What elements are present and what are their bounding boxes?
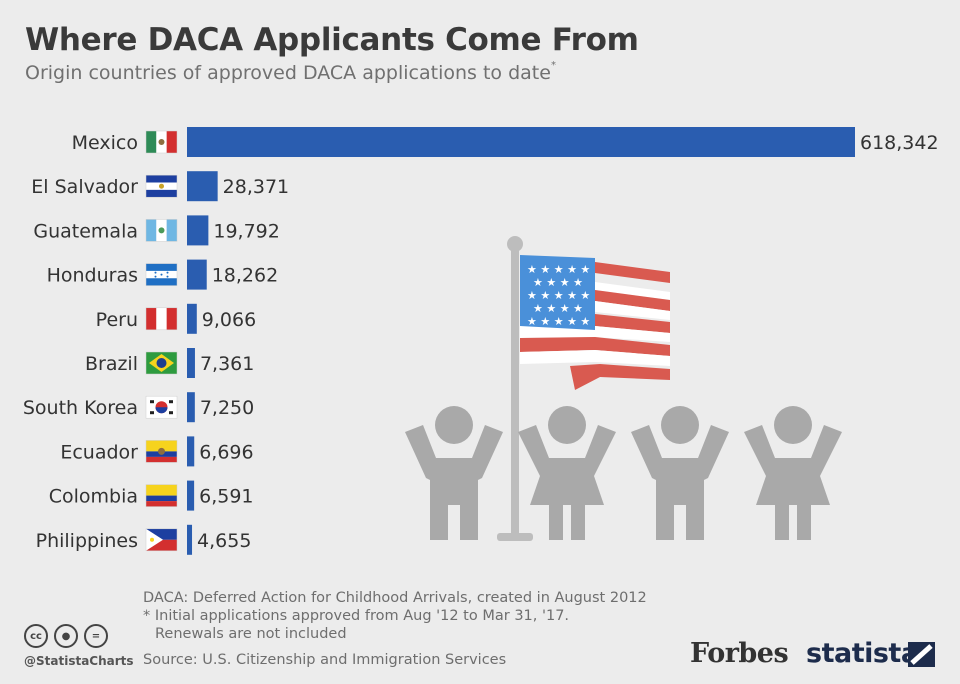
bar[interactable] [187,303,197,334]
bar[interactable] [187,392,195,423]
bar[interactable] [187,171,218,202]
category-label: South Korea [23,397,138,419]
chart-subtitle: Origin countries of approved DACA applic… [25,60,556,84]
philippines-flag-icon [145,528,178,552]
source-note: Source: U.S. Citizenship and Immigration… [143,652,507,668]
svg-text:★ ★ ★ ★ ★: ★ ★ ★ ★ ★ [527,315,590,328]
bar[interactable] [187,127,855,157]
el-salvador-flag-icon [145,174,178,198]
value-label: 6,696 [199,441,253,463]
mexico-flag-icon [145,130,178,154]
footnote-renewals: Renewals are not included [155,626,347,642]
value-label: 9,066 [202,309,256,331]
subtitle-asterisk: * [550,60,556,71]
honduras-flag-icon [145,263,178,286]
category-label: El Salvador [31,176,138,198]
south-korea-flag-icon [145,395,178,419]
statista-handle[interactable]: @StatistaCharts [24,654,134,668]
statista-logo-mark-icon [908,642,935,667]
svg-text:★ ★ ★ ★ ★: ★ ★ ★ ★ ★ [527,263,590,276]
footer-notes: DACA: Deferred Action for Childhood Arri… [143,589,647,643]
bar[interactable] [187,348,195,378]
bar[interactable] [187,259,207,290]
brazil-flag-icon [145,351,178,375]
value-label: 6,591 [199,486,253,508]
svg-text:★ ★ ★ ★: ★ ★ ★ ★ [533,276,583,289]
bar[interactable] [187,524,193,555]
guatemala-flag-icon [145,219,178,242]
bar[interactable] [187,480,195,511]
category-label: Guatemala [33,220,138,242]
category-label: Ecuador [60,441,138,463]
category-label: Brazil [85,353,138,375]
chart-rows: Mexico 618,342 El Salvador 28,371 Guatemala 1… [23,127,939,555]
forbes-logo[interactable]: Forbes [690,638,789,669]
svg-text:★ ★ ★ ★ ★: ★ ★ ★ ★ ★ [527,289,590,302]
ecuador-flag-icon [145,440,178,463]
license-icons: cc ● = [24,624,108,648]
no-derivatives-icon[interactable]: = [84,624,108,648]
category-label: Honduras [47,265,138,287]
category-label: Colombia [49,486,138,508]
value-label: 618,342 [860,132,939,154]
value-label: 7,250 [200,397,254,419]
value-label: 28,371 [223,176,289,198]
value-label: 18,262 [212,265,278,287]
category-label: Peru [96,309,138,331]
footnote-daca: DACA: Deferred Action for Childhood Arri… [143,590,647,606]
category-label: Mexico [72,132,138,154]
bar[interactable] [187,436,195,467]
creative-commons-icon[interactable]: cc [24,624,48,648]
us-flag-with-children-icon: ★ ★ ★ ★ ★ ★ ★ ★ ★ ★ ★ ★ ★ ★ ★ ★ ★ ★ ★ ★ … [405,236,842,541]
value-label: 4,655 [197,530,251,552]
colombia-flag-icon [145,484,178,507]
bar[interactable] [187,215,209,246]
category-label: Philippines [36,530,138,552]
statista-logo[interactable]: statista [806,638,919,669]
attribution-icon[interactable]: ● [54,624,78,648]
svg-text:★ ★ ★ ★: ★ ★ ★ ★ [533,302,583,315]
peru-flag-icon [145,307,178,331]
subtitle-text: Origin countries of approved DACA applic… [25,62,551,84]
chart-title: Where DACA Applicants Come From [25,22,639,58]
value-label: 7,361 [200,353,254,375]
value-label: 19,792 [213,220,279,242]
footnote-asterisk: * Initial applications approved from Aug… [143,608,570,624]
